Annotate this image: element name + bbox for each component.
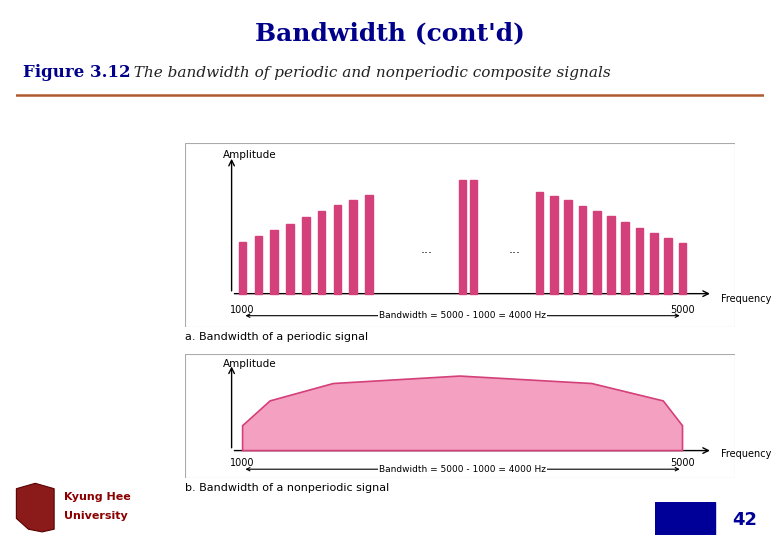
Bar xyxy=(593,211,601,294)
Bar xyxy=(536,192,544,294)
Bar xyxy=(271,230,278,294)
Bar xyxy=(564,200,572,294)
Bar xyxy=(579,206,587,294)
Bar xyxy=(317,211,325,294)
Bar xyxy=(349,200,357,294)
Text: 1000: 1000 xyxy=(230,458,255,468)
Bar xyxy=(665,238,672,294)
Polygon shape xyxy=(16,483,54,532)
Bar xyxy=(622,222,629,294)
Text: ...: ... xyxy=(421,243,433,256)
Bar xyxy=(655,502,715,535)
Bar xyxy=(470,180,477,294)
Bar xyxy=(607,217,615,294)
Text: Bandwidth = 5000 - 1000 = 4000 Hz: Bandwidth = 5000 - 1000 = 4000 Hz xyxy=(379,311,546,320)
Text: b. Bandwidth of a nonperiodic signal: b. Bandwidth of a nonperiodic signal xyxy=(185,483,389,493)
Bar xyxy=(679,244,686,294)
Text: The bandwidth of periodic and nonperiodic composite signals: The bandwidth of periodic and nonperiodi… xyxy=(124,66,611,79)
Text: 5000: 5000 xyxy=(670,305,695,315)
Bar xyxy=(459,180,466,294)
Bar xyxy=(650,233,658,294)
Bar xyxy=(254,236,262,294)
Text: Figure 3.12: Figure 3.12 xyxy=(23,64,131,81)
Bar xyxy=(286,224,294,294)
Text: a. Bandwidth of a periodic signal: a. Bandwidth of a periodic signal xyxy=(185,332,368,342)
Bar xyxy=(302,218,310,294)
Bar xyxy=(636,227,643,294)
Bar xyxy=(365,195,373,294)
Text: Kyung Hee: Kyung Hee xyxy=(65,492,131,502)
Text: 5000: 5000 xyxy=(670,458,695,468)
Text: 42: 42 xyxy=(732,511,757,529)
Text: University: University xyxy=(65,511,128,521)
Text: 1000: 1000 xyxy=(230,305,255,315)
Text: ...: ... xyxy=(509,243,521,256)
Bar xyxy=(239,241,246,294)
Text: Bandwidth = 5000 - 1000 = 4000 Hz: Bandwidth = 5000 - 1000 = 4000 Hz xyxy=(379,465,546,474)
Text: Amplitude: Amplitude xyxy=(223,151,277,160)
Polygon shape xyxy=(243,376,683,450)
Text: Bandwidth (cont'd): Bandwidth (cont'd) xyxy=(255,21,525,45)
Text: Amplitude: Amplitude xyxy=(223,359,277,369)
Bar xyxy=(334,205,342,294)
Bar xyxy=(550,196,558,294)
Text: Frequency: Frequency xyxy=(721,449,771,460)
Text: Frequency: Frequency xyxy=(721,294,771,304)
